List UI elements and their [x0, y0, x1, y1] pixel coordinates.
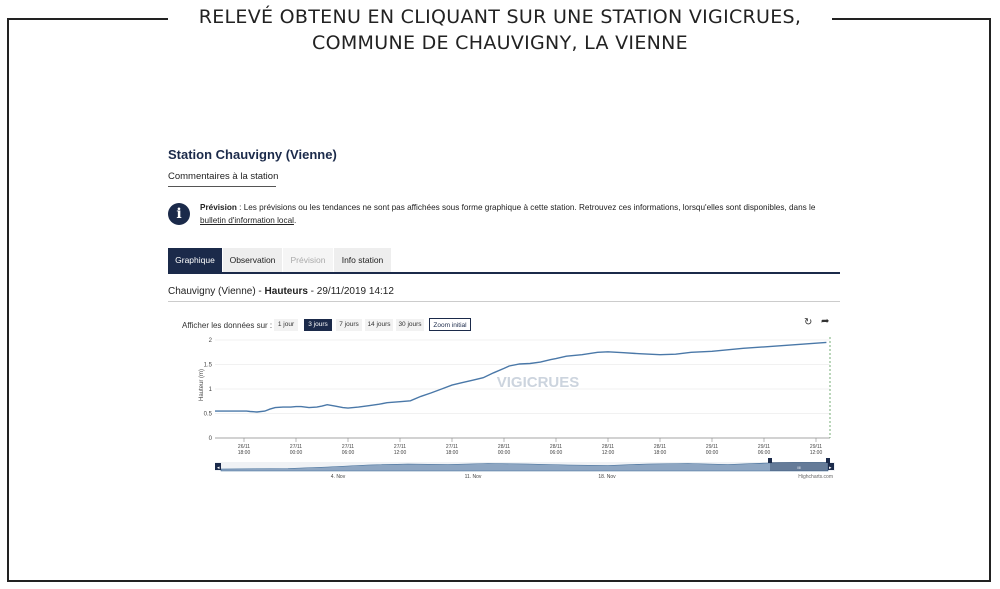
x-tick-time: 12:00 — [810, 450, 823, 456]
navigator-selection[interactable] — [770, 462, 828, 471]
navigator-grip: III — [797, 465, 800, 470]
navigator-label-4-nov: 4. Nov — [331, 474, 346, 480]
y-tick-label: 2 — [209, 338, 213, 344]
x-tick-date: 28/11 — [654, 444, 666, 450]
range-1-day-button[interactable]: 1 jour — [274, 319, 298, 331]
x-tick-date: 27/11 — [290, 444, 302, 450]
caption: RELEVÉ OBTENU EN CLIQUANT SUR UNE STATIO… — [168, 4, 832, 56]
navigator-handle-left[interactable] — [768, 458, 772, 463]
subtitle-divider — [168, 301, 840, 302]
caption-line-2: COMMUNE DE CHAUVIGNY, LA VIENNE — [312, 32, 688, 54]
tab-prevision: Prévision — [283, 248, 333, 272]
navigator-scroll-left[interactable] — [215, 463, 221, 470]
x-tick-time: 06:00 — [758, 450, 771, 456]
x-tick-time: 18:00 — [654, 450, 667, 456]
page-title: Station Chauvigny (Vienne) — [168, 147, 337, 162]
bulletin-link[interactable]: bulletin d'information local — [200, 215, 294, 225]
x-tick-date: 29/11 — [758, 444, 770, 450]
navigator-label-18-nov: 18. Nov — [598, 474, 616, 480]
x-tick-date: 28/11 — [498, 444, 510, 450]
share-arrow-icon[interactable]: ➦ — [821, 316, 830, 327]
x-tick-time: 00:00 — [706, 450, 719, 456]
subtitle-place: Chauvigny (Vienne) - — [168, 286, 265, 297]
series-line — [215, 341, 827, 413]
range-14-days-button[interactable]: 14 jours — [365, 319, 393, 331]
scroll-left-arrow-icon: ◂ — [217, 465, 220, 471]
x-tick-date: 28/11 — [550, 444, 562, 450]
x-tick-time: 06:00 — [550, 450, 563, 456]
x-tick-time: 18:00 — [446, 450, 459, 456]
y-tick-label: 0.5 — [204, 412, 213, 418]
comments-underline — [168, 186, 276, 187]
x-axis-ticks: 26/1118:0027/1100:0027/1106:0027/1112:00… — [238, 438, 823, 456]
y-tick-label: 1.5 — [204, 363, 213, 369]
x-tick-date: 27/11 — [394, 444, 406, 450]
tab-bar: Graphique Observation Prévision Info sta… — [168, 248, 840, 274]
comments-link[interactable]: Commentaires à la station — [168, 171, 279, 182]
navigator-scroll-right[interactable] — [828, 463, 834, 470]
x-tick-date: 29/11 — [706, 444, 718, 450]
highcharts-credits[interactable]: Highcharts.com — [798, 474, 833, 480]
zoom-reset-button[interactable]: Zoom initial — [429, 318, 471, 331]
navigator-label-11-nov: 11. Nov — [465, 474, 482, 480]
forecast-notice-text: : Les prévisions ou les tendances ne son… — [236, 203, 816, 212]
range-selector-label: Afficher les données sur : — [182, 321, 273, 330]
x-tick-time: 06:00 — [342, 450, 355, 456]
caption-line-1: RELEVÉ OBTENU EN CLIQUANT SUR UNE STATIO… — [198, 6, 802, 28]
x-tick-date: 26/11 — [238, 444, 250, 450]
y-axis-ticks: 0 0.5 1 1.5 2 — [204, 338, 213, 442]
info-icon: i — [168, 203, 190, 225]
subtitle-measure: Hauteurs — [264, 286, 308, 297]
x-tick-date: 27/11 — [446, 444, 458, 450]
tab-observation[interactable]: Observation — [223, 248, 282, 272]
y-tick-label: 0 — [209, 436, 213, 442]
y-tick-label: 1 — [209, 387, 213, 393]
x-tick-time: 00:00 — [290, 450, 303, 456]
x-tick-time: 12:00 — [602, 450, 615, 456]
x-tick-date: 28/11 — [602, 444, 614, 450]
subtitle-datetime: - 29/11/2019 14:12 — [307, 286, 394, 297]
tab-graphique[interactable]: Graphique — [168, 248, 222, 272]
y-axis-label: Hauteur (m) — [199, 369, 205, 401]
x-tick-time: 12:00 — [394, 450, 407, 456]
range-3-days-button[interactable]: 3 jours — [304, 319, 332, 331]
water-level-chart: VIGICRUES 00.511.52 Hauteur (m) 26/1118:… — [199, 337, 835, 480]
forecast-notice: Prévision : Les prévisions ou les tendan… — [200, 202, 840, 227]
scroll-right-arrow-icon: ▸ — [829, 465, 832, 471]
range-7-days-button[interactable]: 7 jours — [336, 319, 362, 331]
x-tick-time: 00:00 — [498, 450, 511, 456]
chart-subtitle: Chauvigny (Vienne) - Hauteurs - 29/11/20… — [168, 286, 394, 297]
forecast-notice-label: Prévision — [200, 203, 237, 212]
tab-info-station[interactable]: Info station — [334, 248, 391, 272]
refresh-icon[interactable]: ↻ — [804, 317, 813, 328]
range-30-days-button[interactable]: 30 jours — [396, 319, 424, 331]
x-tick-time: 18:00 — [238, 450, 251, 456]
navigator-area — [220, 462, 829, 472]
vigicrues-watermark: VIGICRUES — [497, 374, 580, 391]
navigator-handle-right[interactable] — [826, 458, 830, 463]
x-tick-date: 29/11 — [810, 444, 822, 450]
navigator[interactable]: ◂ ▸ III — [215, 458, 835, 472]
x-tick-date: 27/11 — [342, 444, 354, 450]
forecast-notice-end: . — [293, 215, 297, 225]
